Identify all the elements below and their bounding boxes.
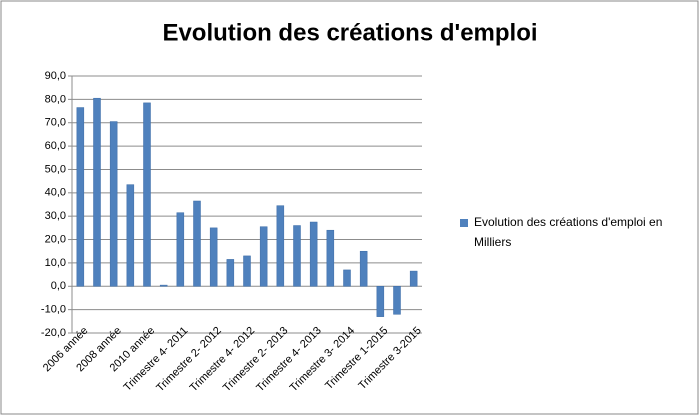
y-tick-label: -20,0 bbox=[41, 327, 66, 339]
y-tick-label: 50,0 bbox=[45, 163, 66, 175]
bar bbox=[243, 255, 251, 287]
bar bbox=[193, 200, 201, 287]
y-tick-label: 30,0 bbox=[45, 210, 66, 222]
legend-key bbox=[460, 219, 468, 227]
chart-title: Evolution des créations d'emploi bbox=[162, 19, 537, 46]
y-tick-label: 40,0 bbox=[45, 187, 66, 199]
bar bbox=[93, 97, 101, 287]
y-tick-label: 10,0 bbox=[45, 257, 66, 269]
bar bbox=[326, 229, 335, 287]
bar bbox=[309, 221, 318, 287]
bar bbox=[126, 184, 135, 287]
bar bbox=[343, 269, 351, 287]
bar bbox=[393, 286, 401, 315]
y-tick-label: 20,0 bbox=[45, 233, 66, 245]
bar bbox=[359, 250, 368, 287]
y-tick-label: 70,0 bbox=[45, 117, 66, 129]
bar bbox=[76, 107, 85, 287]
bar bbox=[159, 284, 168, 287]
y-tick-label: 90,0 bbox=[45, 70, 66, 82]
bar bbox=[226, 259, 235, 287]
y-tick-label: -10,0 bbox=[41, 304, 66, 316]
bar bbox=[376, 286, 385, 317]
y-tick-label: 0,0 bbox=[51, 280, 66, 292]
bar bbox=[276, 205, 285, 287]
legend-label: Evolution des créations d'emploi en Mill… bbox=[474, 215, 663, 249]
bar bbox=[176, 212, 185, 287]
bar bbox=[143, 102, 151, 287]
bar bbox=[409, 270, 418, 287]
bar bbox=[209, 227, 218, 287]
bar bbox=[259, 226, 268, 287]
y-tick-label: 80,0 bbox=[45, 93, 66, 105]
y-tick-label: 60,0 bbox=[45, 140, 66, 152]
bar bbox=[109, 121, 118, 287]
bar bbox=[293, 225, 301, 287]
